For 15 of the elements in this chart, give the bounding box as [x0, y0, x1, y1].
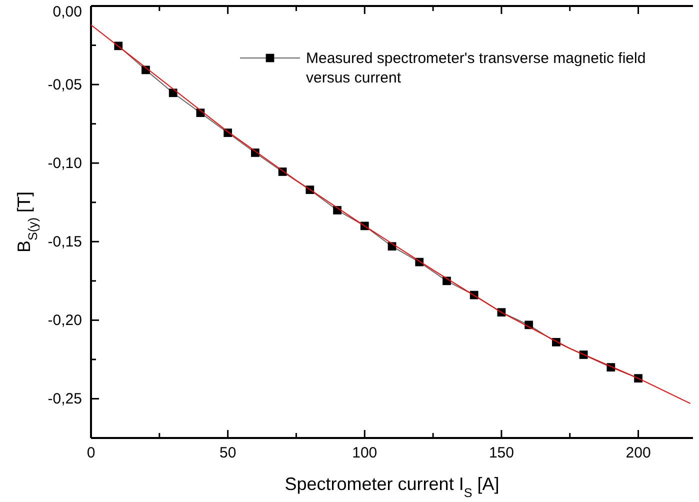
x-tick-label: 150	[488, 444, 514, 462]
y-tick-label: -0,05	[48, 76, 82, 94]
y-tick-label: -0,20	[48, 312, 82, 329]
y-tick-label: -0,15	[48, 233, 82, 250]
x-tick-label: 0	[86, 444, 96, 462]
x-tick-label: 100	[352, 444, 378, 462]
y-tick-label: 0,00	[52, 4, 82, 20]
point	[168, 88, 178, 98]
x-tick-label: 200	[626, 444, 651, 462]
legend-label: Measured spectrometer's transverse magnetic field versus current	[306, 50, 646, 86]
line-series	[90, 24, 691, 404]
x-tick-label: 50	[219, 444, 236, 462]
x-axis-title: Spectrometer current I$_{S}$ [A]	[284, 474, 500, 500]
y-tick-label: -0,10	[48, 154, 82, 172]
y-tick-label: -0,25	[48, 390, 82, 408]
